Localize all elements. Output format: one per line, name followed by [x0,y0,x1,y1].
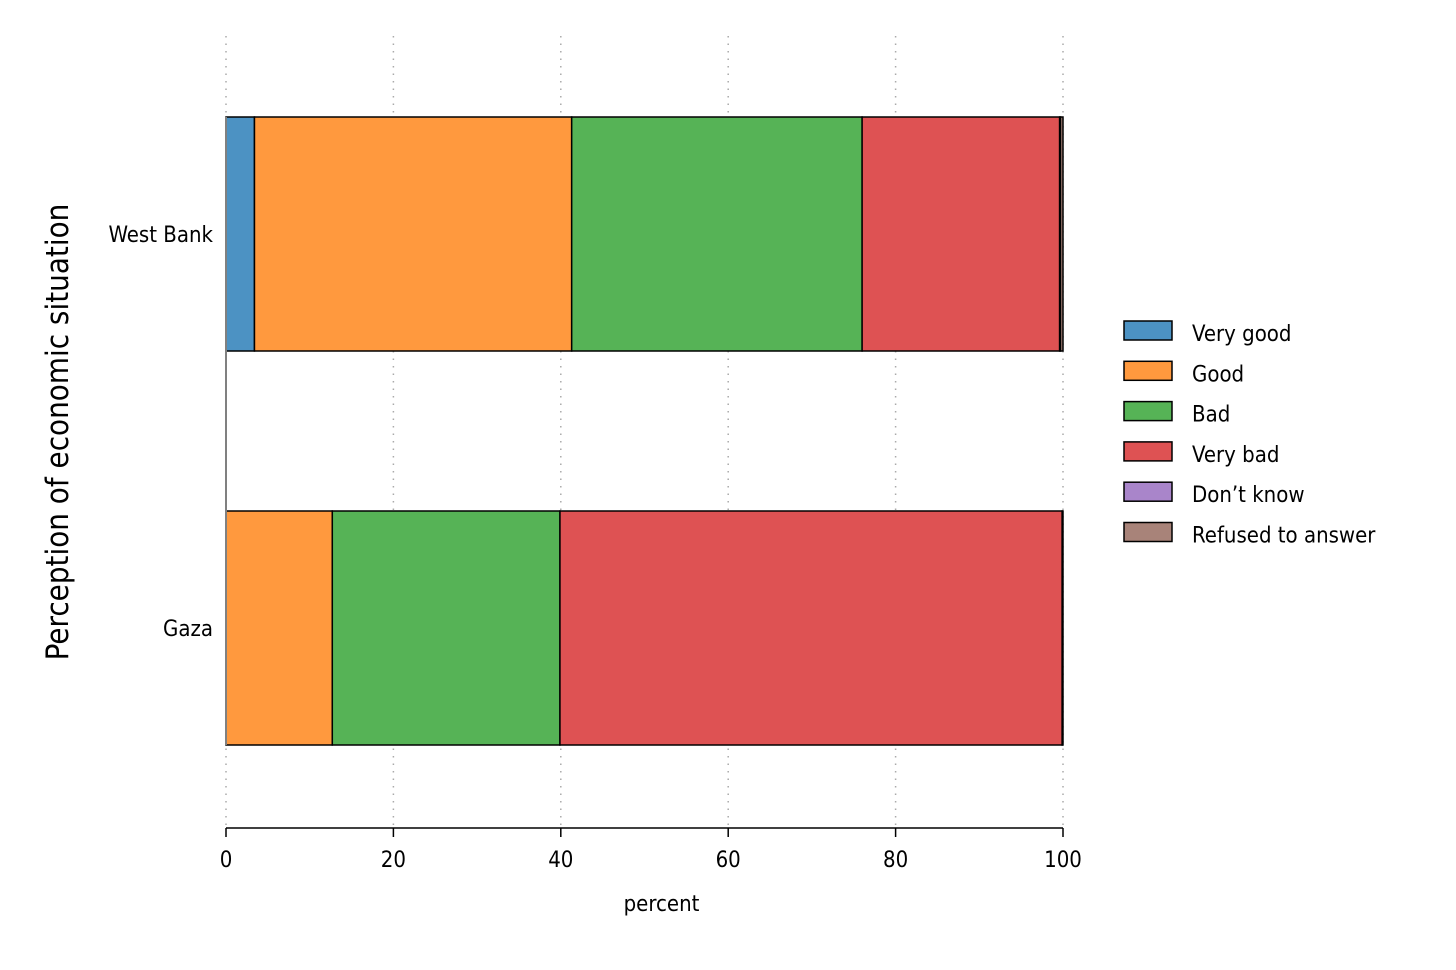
legend: Very good Good Bad Very bad Don’t know Refuse… [1123,320,1376,549]
legend-swatch [1123,360,1173,382]
y-category-label: Gaza [163,617,213,642]
x-tick-label: 60 [716,848,741,873]
bar-segment [570,116,863,352]
legend-swatch [1123,320,1173,341]
legend-swatch [1123,481,1173,502]
x-tick-label: 20 [381,848,406,873]
bar-segment [225,116,256,352]
legend-label: Bad [1192,403,1230,428]
legend-label: Refused to answer [1192,524,1376,549]
legend-swatch [1123,400,1173,422]
legend-label: Very good [1192,322,1291,347]
bar-segment [1061,510,1064,746]
legend-label: Don’t know [1192,483,1305,508]
legend-swatch [1123,521,1173,543]
x-tick-label: 100 [1044,848,1082,873]
bars [225,116,1064,746]
y-axis-title: Perception of economic situation [40,204,76,661]
bar-segment [861,116,1061,352]
x-tick-label: 0 [220,848,233,873]
x-ticks: 0 20 40 60 80 100 [220,828,1082,873]
bar-segment [253,116,573,352]
y-category-labels: West Bank Gaza [108,223,213,642]
legend-label: Good [1192,362,1244,387]
axes [225,117,1063,829]
bar-segment [225,510,334,746]
x-tick-label: 40 [548,848,573,873]
x-tick-label: 80 [883,848,908,873]
legend-label: Very bad [1192,443,1279,468]
bar-segment [559,510,1063,746]
x-axis-title: percent [624,892,700,917]
bar-segment [331,510,561,746]
y-category-label: West Bank [108,223,213,248]
bar-segment [1059,116,1064,352]
legend-swatch [1123,441,1173,462]
